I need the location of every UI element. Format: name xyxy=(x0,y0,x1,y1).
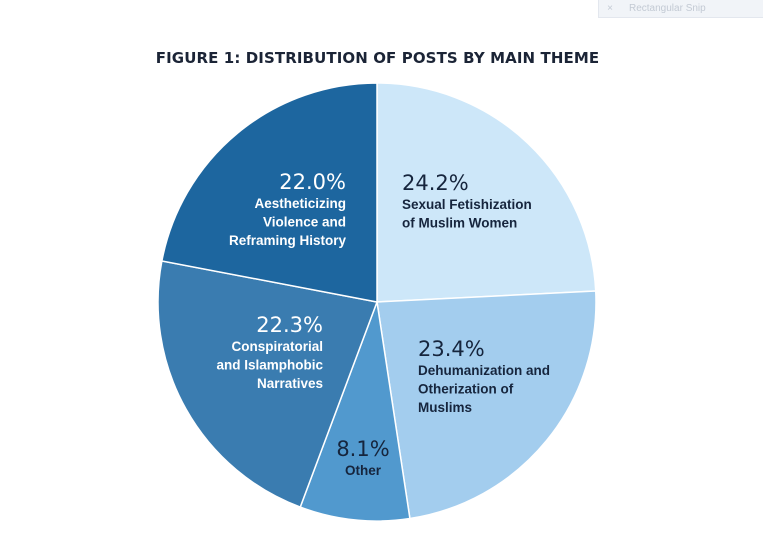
slice-label-aestheticizing: Aestheticizing xyxy=(254,196,346,211)
pie-slice-sexual-fetishization xyxy=(376,82,597,303)
slice-percent-other: 8.1% xyxy=(336,437,389,461)
slice-label-sexual-fetishization: Sexual Fetishization xyxy=(402,197,532,212)
close-icon[interactable]: × xyxy=(607,3,613,14)
slice-label-conspiratorial: Conspiratorial xyxy=(231,339,323,354)
slice-label-dehumanization: Otherization of xyxy=(418,382,514,397)
slice-label-conspiratorial: and Islamphobic xyxy=(216,358,323,373)
slice-percent-aestheticizing: 22.0% xyxy=(279,170,346,194)
slice-label-conspiratorial: Narratives xyxy=(257,376,323,391)
chart-title: FIGURE 1: DISTRIBUTION OF POSTS BY MAIN … xyxy=(155,49,600,67)
snip-toolbar: × Rectangular Snip xyxy=(598,0,763,18)
pie-slice-other xyxy=(299,299,411,522)
slice-percent-sexual-fetishization: 24.2% xyxy=(402,171,469,195)
pie-slice-conspiratorial xyxy=(157,260,379,509)
slice-label-other: Other xyxy=(345,463,382,478)
snip-mode-label[interactable]: Rectangular Snip xyxy=(629,3,706,14)
slice-label-dehumanization: Muslims xyxy=(418,400,472,415)
pie-slice-aestheticizing xyxy=(161,82,378,303)
slice-percent-conspiratorial: 22.3% xyxy=(256,313,323,337)
slice-label-sexual-fetishization: of Muslim Women xyxy=(402,216,517,231)
slice-label-aestheticizing: Reframing History xyxy=(229,233,347,248)
slice-percent-dehumanization: 23.4% xyxy=(418,337,485,361)
pie-slice-dehumanization xyxy=(376,290,597,520)
slice-label-aestheticizing: Violence and xyxy=(263,215,346,230)
slice-label-dehumanization: Dehumanization and xyxy=(418,363,550,378)
